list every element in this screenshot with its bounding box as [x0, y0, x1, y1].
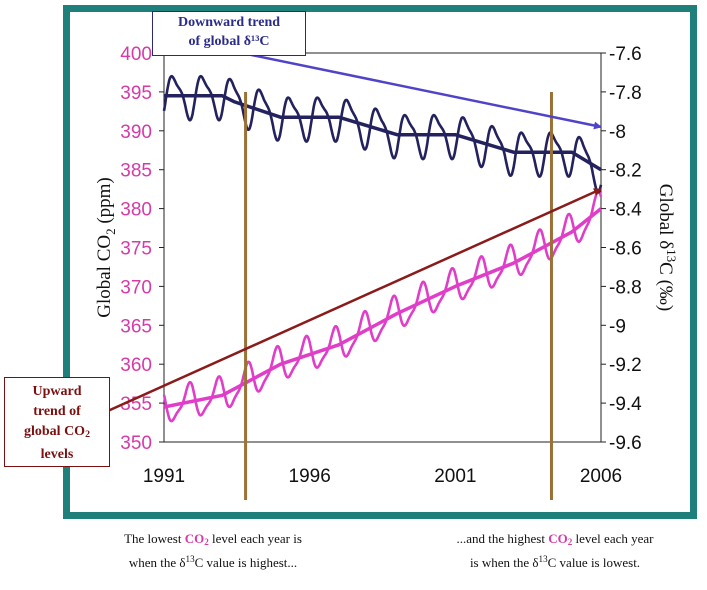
y-right-tick-label: -7.6	[609, 44, 642, 65]
co2-seasonal-line	[162, 190, 603, 423]
annotation-upward-line1: Upward	[32, 384, 82, 399]
y-right-axis: -7.6 -7.8 -8 -8.2 -8.4 -8.6 -8.8 -9 -9.2 -9.4 -9.6	[601, 44, 642, 454]
y-left-tick-label: 365	[120, 316, 152, 337]
plot-area	[163, 52, 602, 443]
y-left-tick-label: 380	[120, 200, 152, 221]
x-tick-label: 1996	[289, 466, 331, 487]
annotation-upward-line3: global CO2	[24, 424, 90, 440]
y-right-tick-label: -8	[609, 122, 626, 143]
y-left-tick-label: 350	[120, 433, 152, 454]
y-right-tick-label: -9.2	[609, 355, 642, 376]
x-tick-label: 2001	[434, 466, 476, 487]
y-left-tick-label: 360	[120, 355, 152, 376]
delta13c-trend-line	[164, 94, 602, 172]
y-left-tick-label: 390	[120, 122, 152, 143]
y-left-tick-label: 400	[120, 44, 152, 65]
annotation-downward-trend: Downward trend of global δ¹³C	[152, 11, 306, 56]
x-tick-label: 2006	[580, 466, 622, 487]
y-right-axis-title: Global δ13C (‰)	[655, 184, 679, 312]
annotation-upward-line2: trend of	[33, 404, 81, 419]
y-right-tick-label: -8.6	[609, 239, 642, 260]
y-left-tick-label: 375	[120, 239, 152, 260]
y-right-tick-label: -9.6	[609, 433, 642, 454]
delta13c-seasonal-line	[162, 74, 603, 194]
annotation-upward-trend: Upward trend of global CO2 levels	[4, 377, 110, 467]
annotation-upward-line4: levels	[40, 447, 74, 462]
y-left-axis: 350 355 360 365 370 375 380 385 390 395 400	[120, 44, 164, 454]
y-left-tick-label: 395	[120, 83, 152, 104]
y-right-tick-label: -8.8	[609, 277, 642, 298]
annotation-downward-line1: Downward trend	[177, 15, 281, 30]
caption-lowest-co2: The lowest CO2 level each year is when t…	[124, 531, 302, 570]
y-right-tick-label: -9.4	[609, 394, 642, 415]
y-right-tick-label: -8.4	[609, 200, 642, 221]
co2-trend-arrow	[107, 188, 602, 413]
y-right-tick-label: -7.8	[609, 83, 642, 104]
y-left-tick-label: 355	[120, 394, 152, 415]
x-axis: 1991 1996 2001 2006	[143, 466, 622, 487]
y-left-tick-label: 385	[120, 161, 152, 182]
y-right-tick-label: -8.2	[609, 161, 642, 182]
y-left-tick-label: 370	[120, 277, 152, 298]
caption-highest-co2: ...and the highest CO2 level each year i…	[456, 531, 654, 570]
x-tick-label: 1991	[143, 466, 185, 487]
annotation-downward-line2: of global δ¹³C	[188, 34, 270, 49]
y-right-tick-label: -9	[609, 316, 626, 337]
delta-trend-arrow	[241, 51, 602, 130]
y-left-axis-title: Global CO2 (ppm)	[94, 177, 118, 318]
